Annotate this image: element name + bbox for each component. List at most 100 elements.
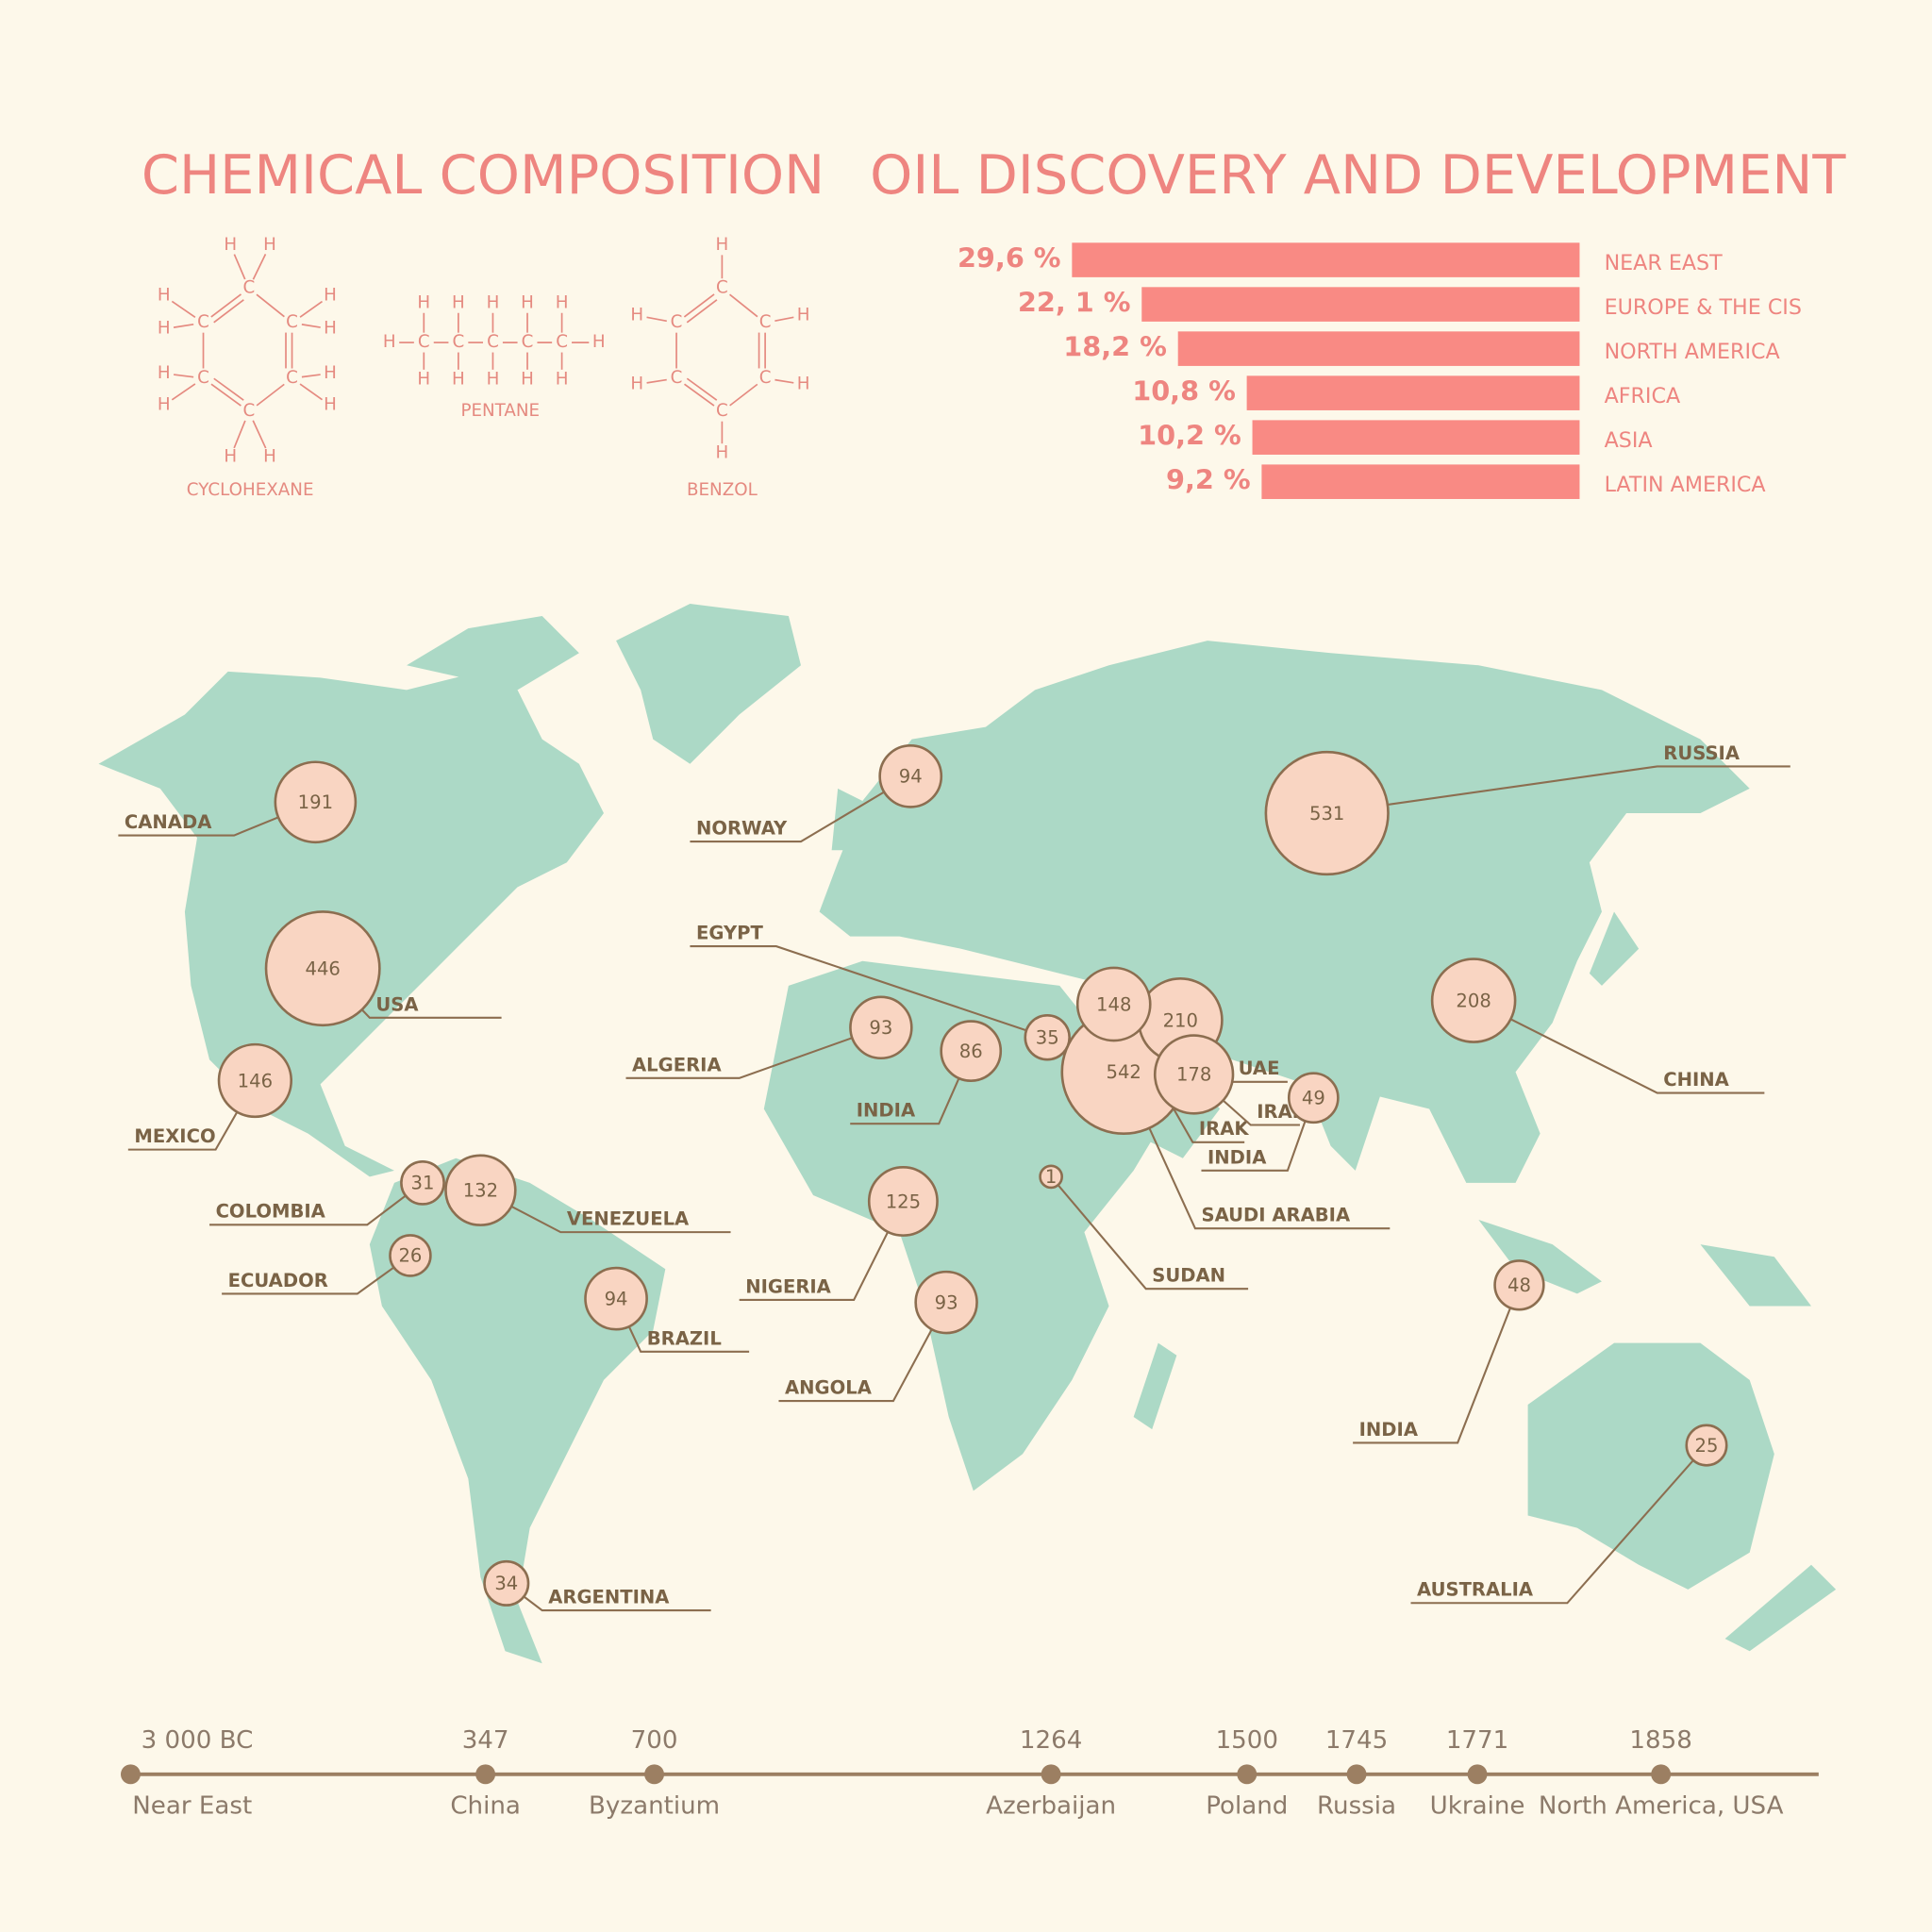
bubble-value: 26 [398,1245,422,1267]
atom: H [797,305,810,325]
country-label: ANGOLA [785,1377,873,1399]
oil-title: OIL DISCOVERY AND DEVELOPMENT [870,143,1846,207]
timeline-date: 347 [462,1726,509,1755]
double-bond [213,299,244,324]
bar-value-label: 29,6 % [958,242,1061,275]
atom: H [630,305,643,325]
country-label: INDIA [1359,1419,1419,1441]
bond [171,300,196,318]
bubble [1075,966,1152,1042]
bubble-value: 1 [1045,1166,1057,1188]
bubble-value: 25 [1695,1435,1719,1457]
timeline-date: 700 [631,1726,678,1755]
atom: C [242,278,255,298]
bar-category-label: NORTH AMERICA [1605,340,1780,364]
bubble-value: 86 [959,1041,983,1062]
arctic-islands [407,616,579,691]
bond [233,254,246,280]
bubble [389,1234,432,1277]
timeline-dot [121,1764,141,1785]
leader-line [778,1302,948,1403]
bar [1252,420,1580,455]
atom: H [452,292,465,312]
bubble [217,1042,293,1119]
bond [729,383,758,407]
bubble [1153,1034,1235,1115]
country-label: ALGERIA [632,1054,722,1075]
bond [256,293,285,318]
timeline-date: 1771 [1446,1726,1508,1755]
bubble-value: 178 [1176,1064,1211,1086]
bond [646,316,667,323]
atom: C [197,312,209,332]
bond [301,374,321,378]
bubble [1493,1259,1545,1311]
timeline-place: Byzantium [589,1791,720,1820]
leader-line [1050,1175,1249,1291]
bubble [274,760,358,844]
bubble-value: 49 [1302,1088,1325,1109]
molecule-name: BENZOL [687,480,758,500]
atom: C [197,368,209,388]
bond [774,316,794,323]
country-label: SUDAN [1152,1265,1225,1287]
atom: H [324,395,337,415]
greenland [616,604,801,764]
atom: C [759,368,772,388]
bubble-value: 94 [605,1288,628,1309]
timeline-dot [644,1764,664,1785]
country-label: CANADA [125,811,212,833]
bar-category-label: EUROPE & THE CIS [1605,295,1802,320]
bubble-value: 191 [298,791,333,813]
australia [1527,1342,1774,1590]
bubble [878,743,943,808]
timeline-dot [1346,1764,1367,1785]
bond [299,300,324,318]
molecule-name: PENTANE [460,401,540,421]
country-label: ARGENTINA [548,1587,670,1608]
timeline-place: Russia [1317,1791,1396,1820]
atom: H [556,292,569,312]
atom: H [158,285,171,305]
bubble-value: 132 [463,1180,498,1202]
madagascar [1133,1342,1177,1430]
timeline-date: 1858 [1629,1726,1691,1755]
bubble-value: 94 [899,766,923,788]
bubble [1430,958,1517,1043]
country-label: UAE [1239,1058,1280,1079]
leader-line [1410,1444,1707,1605]
atom: C [286,368,298,388]
bond [252,253,267,280]
country-label: EGYPT [696,923,764,944]
atom: C [671,312,683,332]
country-label: NORWAY [696,818,788,840]
bar-value-label: 10,8 % [1132,375,1236,408]
bubble-value: 146 [238,1070,273,1091]
chemical-title: CHEMICAL COMPOSITION [142,143,824,207]
timeline-place: China [450,1791,521,1820]
bubble-value: 446 [306,958,341,979]
bubble [940,1020,1003,1082]
bond [233,420,246,449]
atom: H [487,292,500,312]
bar-value-label: 10,2 % [1138,420,1241,452]
country-label: SAUDI ARABIA [1201,1205,1350,1226]
bubble [1039,1164,1063,1190]
country-label: RUSSIA [1663,742,1740,764]
bar-category-label: NEAR EAST [1605,251,1724,275]
atom: H [417,292,430,312]
leader-line [690,945,1048,1039]
bond [683,293,715,318]
atom: C [487,332,499,352]
atom: H [383,332,396,352]
leader-line [1473,999,1765,1094]
atom: H [630,375,643,394]
atom: H [224,447,237,467]
country-label: IRAK [1199,1118,1250,1140]
atom: H [521,369,534,389]
bar [1246,375,1580,410]
bubble [1264,750,1390,876]
bar [1261,464,1580,499]
atom: H [797,375,810,394]
